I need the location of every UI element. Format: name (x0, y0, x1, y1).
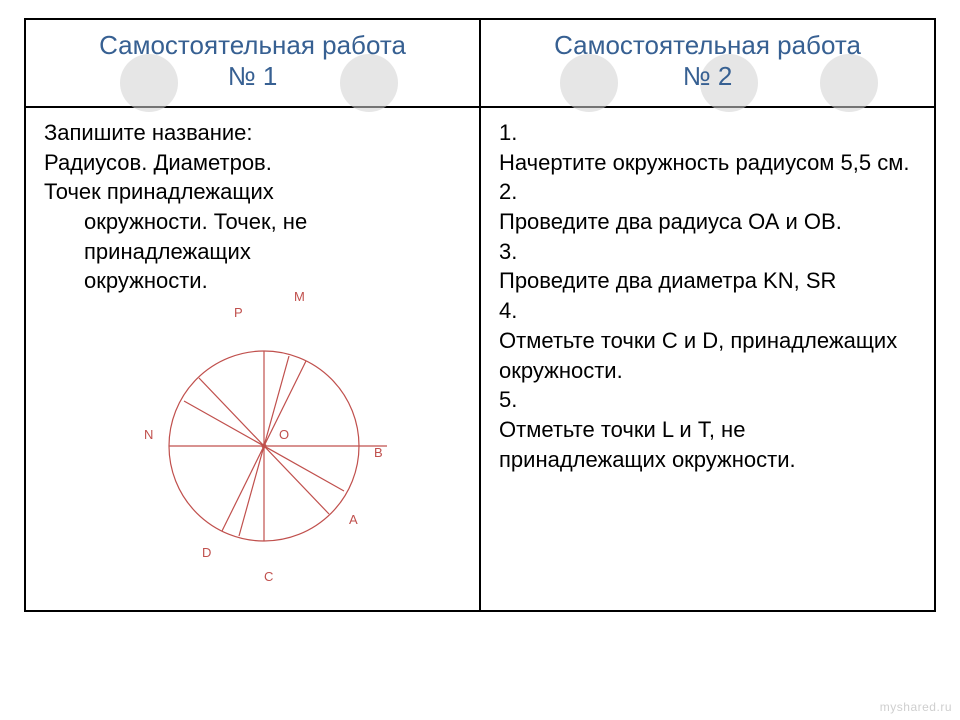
watermark: myshared.ru (880, 700, 952, 714)
label-D: D (202, 544, 211, 562)
cell-right: 1. Начертите окружность радиусом 5,5 см.… (480, 107, 935, 611)
r-t3: Проведите два диаметра KN, SR (499, 266, 916, 296)
left-line-2: Радиусов. Диаметров. (44, 148, 461, 178)
label-A: A (349, 511, 358, 529)
label-N: N (144, 426, 153, 444)
header-left-line1: Самостоятельная работа (99, 30, 406, 60)
cell-left: Запишите название: Радиусов. Диаметров. … (25, 107, 480, 611)
left-line-1: Запишите название: (44, 118, 461, 148)
circle-diagram: М P N O B A D C (104, 296, 424, 596)
r-n2: 2. (499, 177, 916, 207)
r-t1: Начертите окружность радиусом 5,5 см. (499, 148, 916, 178)
left-line-3b: окружности. Точек, не (44, 207, 461, 237)
header-left: Самостоятельная работа № 1 (25, 19, 480, 107)
label-C: C (264, 568, 273, 586)
r-n3: 3. (499, 237, 916, 267)
label-M: М (294, 288, 305, 306)
label-O: O (279, 426, 289, 444)
header-left-line2: № 1 (228, 61, 278, 91)
r-n5: 5. (499, 385, 916, 415)
label-P: P (234, 304, 243, 322)
left-line-3a: Точек принадлежащих (44, 177, 461, 207)
r-n4: 4. (499, 296, 916, 326)
r-n1: 1. (499, 118, 916, 148)
header-right-line1: Самостоятельная работа (554, 30, 861, 60)
r-t4: Отметьте точки C и D, принадлежащих окру… (499, 326, 916, 385)
header-right: Самостоятельная работа № 2 (480, 19, 935, 107)
r-t2: Проведите два радиуса ОА и ОВ. (499, 207, 916, 237)
r-t5: Отметьте точки L и T, не принадлежащих о… (499, 415, 916, 474)
left-line-3c: принадлежащих (44, 237, 461, 267)
left-line-3d: окружности. (44, 266, 461, 296)
header-right-line2: № 2 (683, 61, 733, 91)
label-B: B (374, 444, 383, 462)
